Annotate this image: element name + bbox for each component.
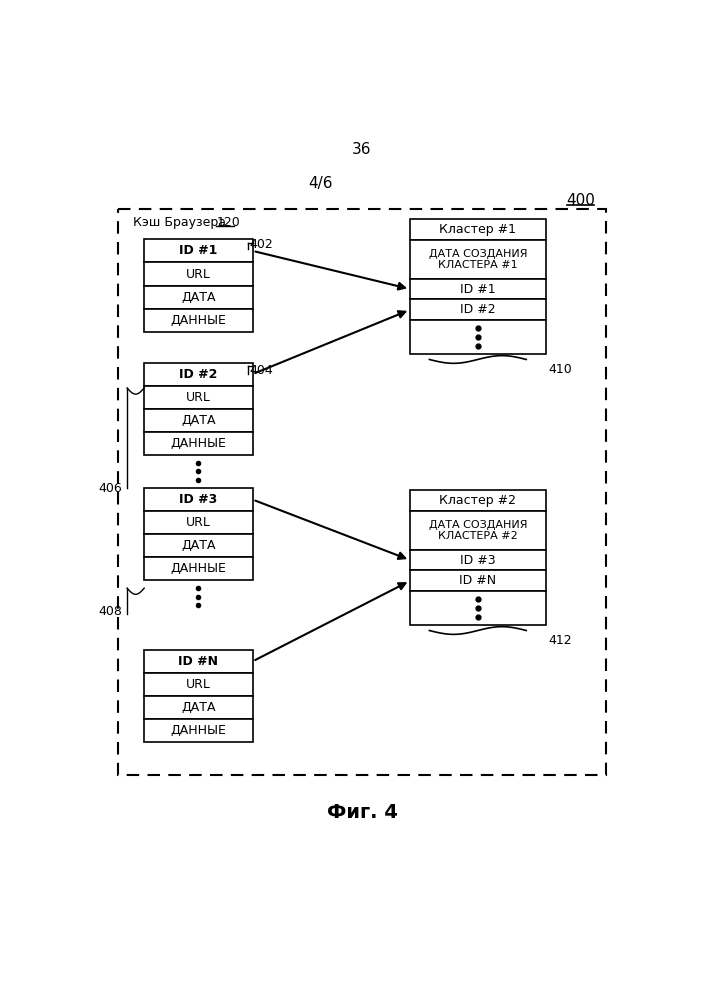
Text: Кластер #1: Кластер #1 bbox=[439, 223, 516, 236]
FancyBboxPatch shape bbox=[144, 534, 252, 557]
Text: 406: 406 bbox=[99, 482, 122, 495]
FancyBboxPatch shape bbox=[410, 490, 546, 511]
FancyBboxPatch shape bbox=[410, 570, 546, 591]
FancyBboxPatch shape bbox=[144, 719, 252, 742]
Text: 408: 408 bbox=[98, 605, 122, 618]
Text: ID #N: ID #N bbox=[178, 655, 218, 668]
Text: ID #N: ID #N bbox=[460, 574, 496, 587]
FancyBboxPatch shape bbox=[144, 286, 252, 309]
Text: 410: 410 bbox=[548, 363, 572, 376]
FancyBboxPatch shape bbox=[144, 309, 252, 332]
Text: 36: 36 bbox=[352, 142, 372, 157]
FancyBboxPatch shape bbox=[410, 279, 546, 299]
Text: 404: 404 bbox=[250, 364, 274, 377]
Text: 120: 120 bbox=[216, 216, 240, 229]
FancyBboxPatch shape bbox=[144, 363, 252, 386]
Text: 402: 402 bbox=[250, 238, 274, 251]
FancyBboxPatch shape bbox=[410, 591, 546, 625]
FancyBboxPatch shape bbox=[144, 511, 252, 534]
Text: 412: 412 bbox=[548, 634, 571, 647]
FancyBboxPatch shape bbox=[144, 557, 252, 580]
FancyBboxPatch shape bbox=[144, 262, 252, 286]
Text: ДАННЫЕ: ДАННЫЕ bbox=[170, 314, 226, 327]
FancyBboxPatch shape bbox=[410, 320, 546, 354]
Text: ДАТА: ДАТА bbox=[181, 539, 216, 552]
Text: Кэш Браузера: Кэш Браузера bbox=[134, 216, 230, 229]
Text: Кластер #2: Кластер #2 bbox=[439, 494, 516, 507]
FancyBboxPatch shape bbox=[144, 488, 252, 511]
Text: URL: URL bbox=[186, 267, 211, 280]
Text: Фиг. 4: Фиг. 4 bbox=[327, 804, 397, 822]
Text: ID #1: ID #1 bbox=[460, 283, 496, 296]
FancyBboxPatch shape bbox=[410, 219, 546, 240]
Text: ДАТА СОЗДАНИЯ
КЛАСТЕРА #1: ДАТА СОЗДАНИЯ КЛАСТЕРА #1 bbox=[428, 249, 527, 270]
Text: URL: URL bbox=[186, 516, 211, 529]
Text: ДАННЫЕ: ДАННЫЕ bbox=[170, 562, 226, 575]
FancyBboxPatch shape bbox=[144, 650, 252, 673]
Text: ID #2: ID #2 bbox=[180, 368, 218, 381]
FancyBboxPatch shape bbox=[144, 386, 252, 409]
Text: ДАТА СОЗДАНИЯ
КЛАСТЕРА #2: ДАТА СОЗДАНИЯ КЛАСТЕРА #2 bbox=[428, 520, 527, 541]
Text: ID #3: ID #3 bbox=[180, 493, 218, 506]
FancyBboxPatch shape bbox=[410, 511, 546, 550]
Text: ДАТА: ДАТА bbox=[181, 414, 216, 427]
Text: 400: 400 bbox=[566, 193, 595, 208]
FancyBboxPatch shape bbox=[410, 240, 546, 279]
Text: URL: URL bbox=[186, 678, 211, 691]
FancyBboxPatch shape bbox=[410, 550, 546, 570]
Text: ДАННЫЕ: ДАННЫЕ bbox=[170, 437, 226, 450]
FancyBboxPatch shape bbox=[144, 673, 252, 696]
FancyBboxPatch shape bbox=[144, 409, 252, 432]
Text: ID #2: ID #2 bbox=[460, 303, 496, 316]
Text: ДАТА: ДАТА bbox=[181, 291, 216, 304]
Text: ДАТА: ДАТА bbox=[181, 701, 216, 714]
Text: 4/6: 4/6 bbox=[309, 176, 333, 191]
Text: ДАННЫЕ: ДАННЫЕ bbox=[170, 724, 226, 737]
FancyBboxPatch shape bbox=[144, 696, 252, 719]
Text: ID #1: ID #1 bbox=[180, 244, 218, 257]
FancyBboxPatch shape bbox=[410, 299, 546, 320]
Text: ID #3: ID #3 bbox=[460, 554, 496, 567]
FancyBboxPatch shape bbox=[144, 432, 252, 455]
Text: URL: URL bbox=[186, 391, 211, 404]
FancyBboxPatch shape bbox=[144, 239, 252, 262]
